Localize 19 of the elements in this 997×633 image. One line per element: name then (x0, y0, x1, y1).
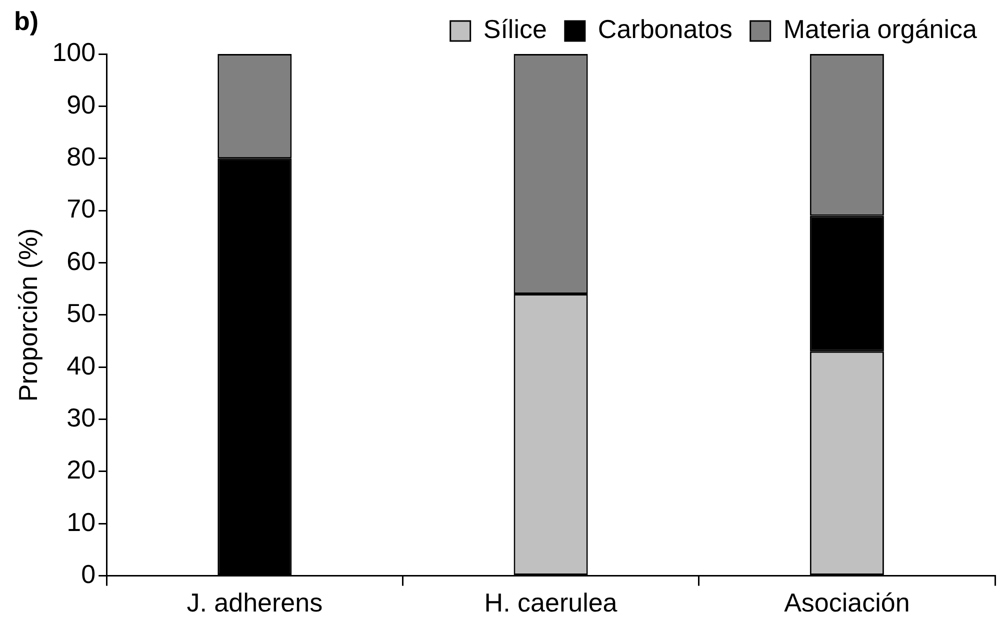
y-tick-label: 90 (66, 89, 96, 120)
y-tick-label: 80 (66, 142, 96, 172)
y-tick-label: 40 (66, 350, 96, 380)
chart-title: b) (14, 6, 39, 37)
y-tick-label: 30 (66, 402, 96, 432)
y-tick-label: 20 (66, 454, 96, 485)
y-tick-label: 10 (66, 506, 96, 537)
x-tick-label: J. adherens (186, 588, 323, 618)
y-tick-label: 50 (66, 298, 96, 328)
y-tick-label: 60 (66, 246, 96, 276)
x-tick-label: Asociación (784, 588, 910, 618)
legend-label: Sílice (483, 14, 547, 44)
y-tick-label: 100 (52, 37, 96, 68)
y-tick-label: 0 (81, 558, 96, 589)
y-axis-title: Proporción (%) (12, 228, 43, 402)
legend-label: Carbonatos (598, 14, 732, 44)
legend-label: Materia orgánica (783, 14, 978, 44)
y-tick-label: 70 (66, 194, 96, 224)
x-tick-label: H. caerulea (484, 588, 618, 618)
